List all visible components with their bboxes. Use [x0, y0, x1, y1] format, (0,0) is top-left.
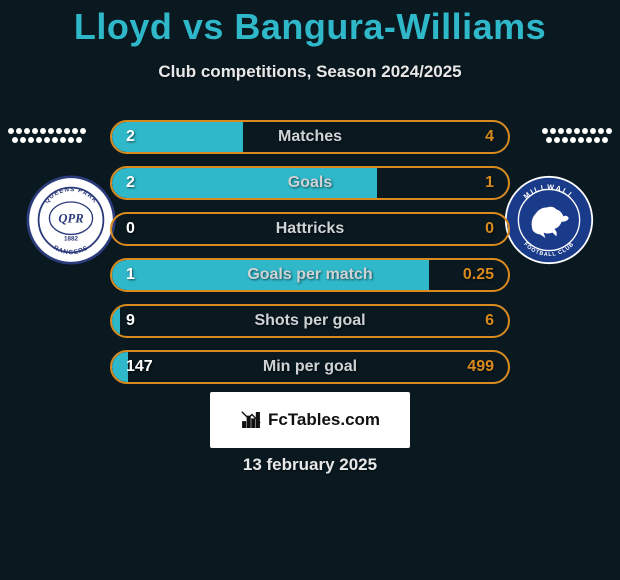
form-dot — [590, 128, 596, 134]
crest-left-monogram: QPR — [58, 212, 83, 226]
form-dot — [56, 128, 62, 134]
form-dot — [48, 128, 54, 134]
footer-brand-badge: FcTables.com — [210, 392, 410, 448]
form-dot — [570, 137, 576, 143]
form-dot — [558, 128, 564, 134]
form-dot — [586, 137, 592, 143]
stat-row: 24Matches — [110, 120, 510, 154]
form-dot — [8, 128, 14, 134]
form-dot — [24, 128, 30, 134]
stat-row: 21Goals — [110, 166, 510, 200]
stat-label: Goals per match — [112, 260, 508, 290]
stat-row: 96Shots per goal — [110, 304, 510, 338]
form-dot — [594, 137, 600, 143]
form-dot — [80, 128, 86, 134]
form-dots-right — [542, 128, 612, 143]
form-dot — [606, 128, 612, 134]
stat-label: Hattricks — [112, 214, 508, 244]
club-crest-left: QUEENS PARK RANGERS QPR 1882 — [26, 175, 116, 265]
form-dot — [16, 128, 22, 134]
date-label: 13 february 2025 — [0, 455, 620, 475]
stats-table: 24Matches 21Goals 00Hattricks 10.25Goals pe… — [110, 120, 510, 396]
stat-row: 147499Min per goal — [110, 350, 510, 384]
form-dot — [44, 137, 50, 143]
form-dot — [602, 137, 608, 143]
form-dot — [72, 128, 78, 134]
subtitle: Club competitions, Season 2024/2025 — [0, 62, 620, 82]
form-dot — [76, 137, 82, 143]
form-dot — [68, 137, 74, 143]
form-dot — [12, 137, 18, 143]
form-dot — [64, 128, 70, 134]
form-dot — [574, 128, 580, 134]
form-dot — [40, 128, 46, 134]
club-crest-right: MILLWALL FOOTBALL CLUB — [504, 175, 594, 265]
form-dots-left — [8, 128, 86, 143]
stat-row: 10.25Goals per match — [110, 258, 510, 292]
form-dot — [20, 137, 26, 143]
form-dot — [578, 137, 584, 143]
stat-label: Shots per goal — [112, 306, 508, 336]
form-dot — [36, 137, 42, 143]
footer-brand-text: FcTables.com — [268, 410, 380, 430]
form-dot — [546, 137, 552, 143]
form-dot — [598, 128, 604, 134]
chart-icon — [240, 409, 262, 431]
page-title: Lloyd vs Bangura-Williams — [0, 0, 620, 48]
stat-label: Matches — [112, 122, 508, 152]
form-dot — [554, 137, 560, 143]
stat-label: Min per goal — [112, 352, 508, 382]
crest-left-year: 1882 — [64, 236, 79, 243]
stat-row: 00Hattricks — [110, 212, 510, 246]
form-dot — [60, 137, 66, 143]
form-dot — [562, 137, 568, 143]
form-dot — [566, 128, 572, 134]
stat-label: Goals — [112, 168, 508, 198]
form-dot — [52, 137, 58, 143]
form-dot — [582, 128, 588, 134]
form-dot — [28, 137, 34, 143]
form-dot — [550, 128, 556, 134]
form-dot — [542, 128, 548, 134]
form-dot — [32, 128, 38, 134]
